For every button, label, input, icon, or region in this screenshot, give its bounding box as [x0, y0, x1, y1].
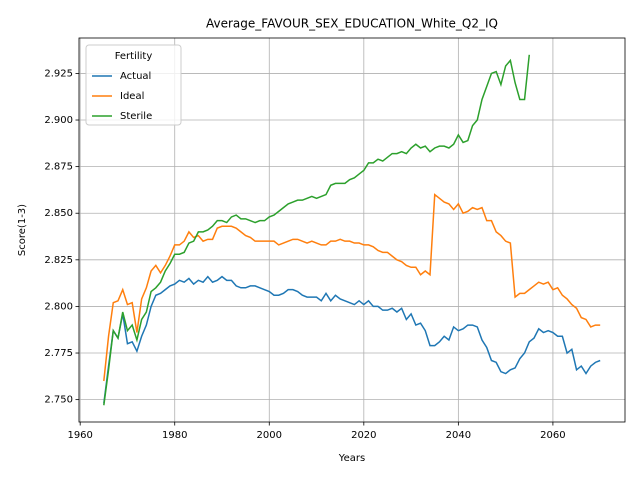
- x-axis-label: Years: [338, 453, 365, 464]
- x-tick-label: 1960: [67, 430, 92, 441]
- series-line: [103, 193, 601, 382]
- chart-title: Average_FAVOUR_SEX_EDUCATION_White_Q2_IQ: [206, 17, 498, 31]
- legend-label: Ideal: [120, 91, 144, 102]
- y-tick-label: 2.750: [44, 395, 73, 406]
- y-tick-label: 2.800: [44, 301, 73, 312]
- plot-frame: [78, 37, 626, 423]
- legend-label: Sterile: [120, 111, 152, 122]
- legend-label: Actual: [120, 71, 151, 82]
- x-tick-label: 2000: [257, 430, 282, 441]
- x-tick-label: 1980: [162, 430, 187, 441]
- y-tick-label: 2.875: [44, 162, 73, 173]
- y-tick-label: 2.825: [44, 255, 73, 266]
- x-tick-label: 2060: [540, 430, 565, 441]
- series-line: [103, 54, 531, 406]
- y-axis-label: Score(1-3): [17, 204, 28, 256]
- y-tick-label: 2.775: [44, 348, 73, 359]
- y-tick-label: 2.925: [44, 68, 73, 79]
- y-tick-label: 2.850: [44, 208, 73, 219]
- legend-box: [85, 44, 182, 126]
- x-tick-label: 2020: [351, 430, 376, 441]
- series-line: [103, 275, 601, 404]
- legend-title: Fertility: [115, 51, 153, 62]
- x-tick-label: 2040: [446, 430, 471, 441]
- y-tick-label: 2.900: [44, 115, 73, 126]
